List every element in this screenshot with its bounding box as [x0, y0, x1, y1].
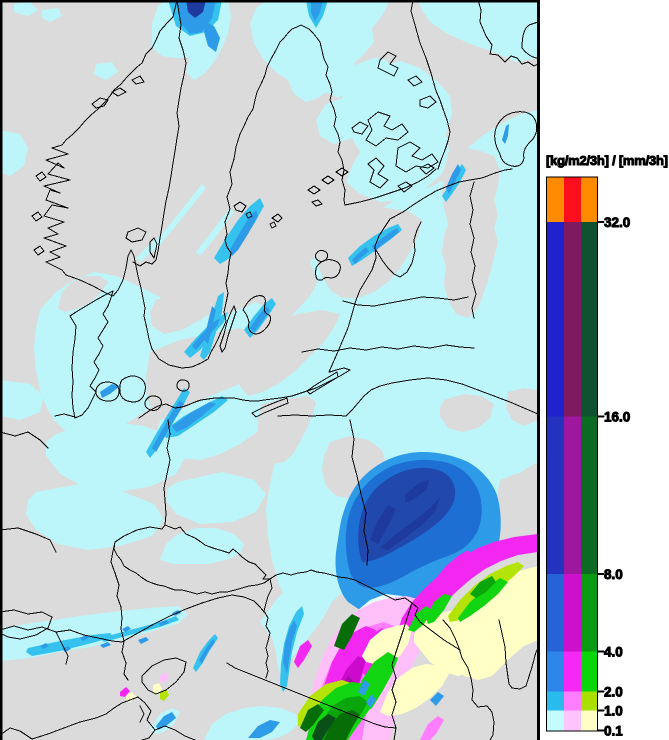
svg-text:0.1: 0.1: [604, 724, 623, 739]
svg-text:32.0: 32.0: [604, 215, 630, 230]
svg-text:16.0: 16.0: [604, 410, 630, 425]
svg-text:2.0: 2.0: [604, 685, 623, 700]
svg-text:1.0: 1.0: [604, 704, 623, 719]
svg-text:8.0: 8.0: [604, 567, 623, 582]
svg-text:[kg/m2/3h] / [mm/3h]: [kg/m2/3h] / [mm/3h]: [546, 153, 668, 168]
svg-text:4.0: 4.0: [604, 645, 623, 660]
